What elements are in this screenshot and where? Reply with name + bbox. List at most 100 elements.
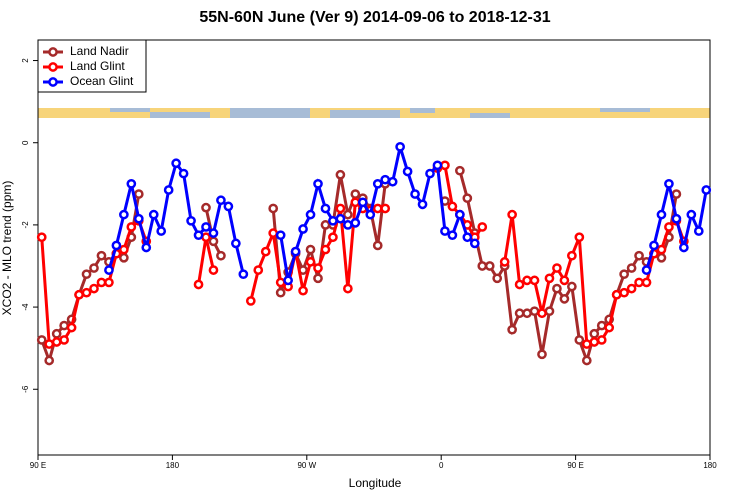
point	[201, 202, 211, 213]
point	[163, 185, 174, 195]
point	[462, 193, 473, 204]
point	[89, 283, 99, 294]
point	[216, 250, 226, 261]
point	[447, 230, 458, 241]
point	[186, 215, 196, 226]
x-tick-label: 90 E	[567, 461, 583, 470]
point	[634, 277, 644, 288]
point	[522, 275, 532, 286]
point	[96, 277, 107, 288]
point	[455, 209, 465, 220]
point	[313, 273, 323, 284]
point	[679, 242, 689, 253]
legend-marker	[48, 62, 58, 72]
point	[59, 320, 69, 331]
point	[537, 349, 547, 360]
point	[626, 263, 637, 273]
point	[119, 209, 129, 220]
point	[133, 189, 144, 199]
point	[372, 178, 383, 189]
point	[245, 296, 256, 306]
point	[507, 209, 517, 220]
point	[656, 252, 667, 263]
point	[268, 228, 279, 238]
point	[499, 257, 510, 267]
point	[275, 287, 286, 298]
y-tick-label: 0	[21, 140, 30, 145]
point	[104, 265, 114, 275]
point	[626, 283, 637, 294]
point	[544, 273, 555, 284]
legend-marker	[48, 47, 58, 57]
point	[51, 337, 62, 347]
point	[328, 215, 338, 226]
point	[455, 165, 465, 176]
point	[111, 240, 122, 251]
point	[634, 250, 644, 261]
point	[343, 283, 353, 294]
point	[589, 328, 600, 339]
y-axis-label: XCO2 - MLO trend (ppm)	[0, 181, 14, 316]
legend-label: Land Glint	[70, 59, 125, 73]
point	[305, 209, 316, 220]
point	[343, 209, 353, 220]
plot-frame	[37, 39, 711, 456]
point	[36, 335, 47, 345]
point	[559, 294, 570, 304]
point	[238, 269, 249, 280]
point	[492, 273, 503, 284]
point	[148, 209, 159, 220]
point	[529, 275, 540, 286]
point	[298, 224, 308, 234]
point	[208, 236, 219, 247]
x-tick-label: 90 E	[30, 461, 46, 470]
point	[507, 324, 517, 335]
point	[283, 275, 293, 286]
point	[641, 277, 652, 288]
point	[193, 279, 204, 290]
point	[649, 240, 659, 251]
point	[178, 168, 189, 179]
point	[357, 197, 368, 208]
point	[208, 228, 219, 238]
point	[275, 277, 286, 288]
point	[365, 209, 376, 220]
point	[395, 141, 405, 152]
point	[141, 242, 152, 253]
point	[544, 306, 555, 317]
point	[477, 261, 488, 271]
point	[126, 178, 137, 189]
point	[328, 232, 338, 243]
point	[133, 213, 144, 224]
legend-label: Land Nadir	[70, 44, 129, 58]
x-tick-label: 90 W	[297, 461, 316, 470]
point	[656, 244, 667, 255]
point	[74, 289, 84, 300]
point	[201, 232, 211, 243]
point	[313, 178, 323, 189]
point	[231, 238, 241, 249]
point	[581, 355, 592, 366]
point	[619, 287, 629, 298]
point	[320, 220, 331, 230]
point	[596, 335, 607, 345]
point	[552, 283, 562, 294]
point	[432, 160, 443, 171]
point	[343, 220, 353, 230]
point	[686, 209, 697, 220]
series	[36, 160, 689, 349]
legend-label: Ocean Glint	[70, 74, 134, 88]
point	[574, 335, 585, 345]
point	[119, 244, 129, 255]
point	[260, 246, 271, 257]
point	[529, 306, 540, 317]
x-tick-label: 180	[703, 461, 717, 470]
point	[641, 265, 652, 275]
point	[223, 201, 234, 212]
point	[567, 250, 577, 261]
point	[484, 261, 495, 271]
point	[275, 230, 286, 241]
y-tick-label: -4	[21, 303, 30, 311]
